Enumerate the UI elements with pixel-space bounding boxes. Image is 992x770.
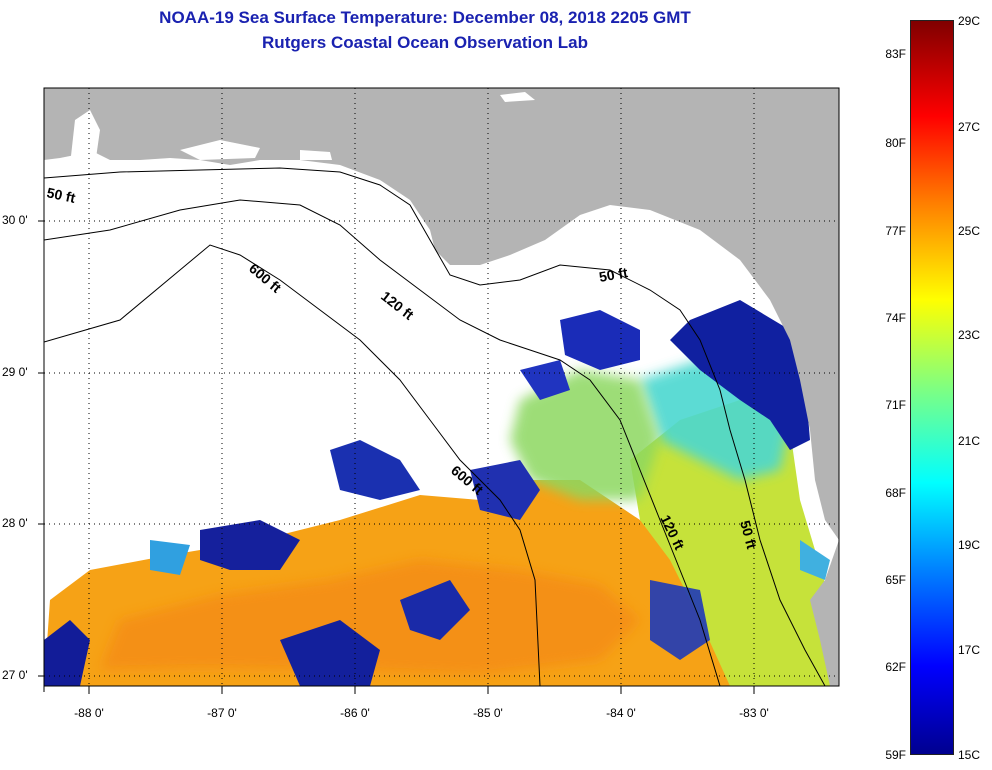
longitude-label: -87 0' — [207, 706, 237, 720]
latitude-label: 29 0' — [2, 365, 28, 379]
latitude-label: 30 0' — [2, 213, 28, 227]
colorbar-celsius-label: 19C — [958, 538, 981, 552]
colorbar-fahrenheit-label: 65F — [885, 573, 906, 587]
colorbar-celsius-label: 25C — [958, 224, 981, 238]
axis-ticks — [38, 220, 755, 694]
map-subtitle: Rutgers Coastal Ocean Observation Lab — [262, 33, 588, 52]
colorbar-fahrenheit-label: 74F — [885, 311, 906, 325]
colorbar-celsius-label: 27C — [958, 120, 981, 134]
colorbar-fahrenheit-label: 59F — [885, 748, 906, 762]
isobath-label: 50 ft — [737, 519, 760, 551]
tampa-bay — [800, 540, 830, 580]
map-title: NOAA-19 Sea Surface Temperature: Decembe… — [159, 8, 691, 27]
longitude-label: -84 0' — [606, 706, 636, 720]
temperature-colorbar — [910, 20, 954, 755]
colorbar-fahrenheit-label: 68F — [885, 486, 906, 500]
longitude-label: -88 0' — [74, 706, 104, 720]
latitude-label: 27 0' — [2, 668, 28, 682]
land-mass — [44, 88, 839, 540]
longitude-label: -83 0' — [739, 706, 769, 720]
isobath-label: 50 ft — [45, 184, 77, 206]
mobile-bay — [70, 110, 100, 165]
colorbar-fahrenheit-label: 77F — [885, 224, 906, 238]
longitude-label: -85 0' — [473, 706, 503, 720]
colorbar-fahrenheit-label: 62F — [885, 660, 906, 674]
colorbar-celsius-label: 17C — [958, 643, 981, 657]
colorbar-celsius-label: 21C — [958, 434, 981, 448]
colorbar-fahrenheit-label: 80F — [885, 136, 906, 150]
map-frame — [43, 87, 840, 687]
sst-map: 50 ft 600 ft 120 ft 50 ft 600 ft 120 ft … — [38, 87, 840, 694]
colorbar-celsius-label: 29C — [958, 14, 981, 28]
isobath-contours — [44, 167, 826, 686]
colorbar-fahrenheit-label: 71F — [885, 398, 906, 412]
colorbar-fahrenheit-label: 83F — [885, 47, 906, 61]
cold-nearshore-water — [670, 300, 810, 450]
longitude-label: -86 0' — [340, 706, 370, 720]
isobath-label: 50 ft — [598, 264, 629, 285]
hot-core — [100, 560, 640, 675]
latitude-label: 28 0' — [2, 516, 28, 530]
colorbar-celsius-label: 23C — [958, 328, 981, 342]
colorbar-celsius-label: 15C — [958, 748, 981, 762]
mid-water — [510, 370, 660, 500]
